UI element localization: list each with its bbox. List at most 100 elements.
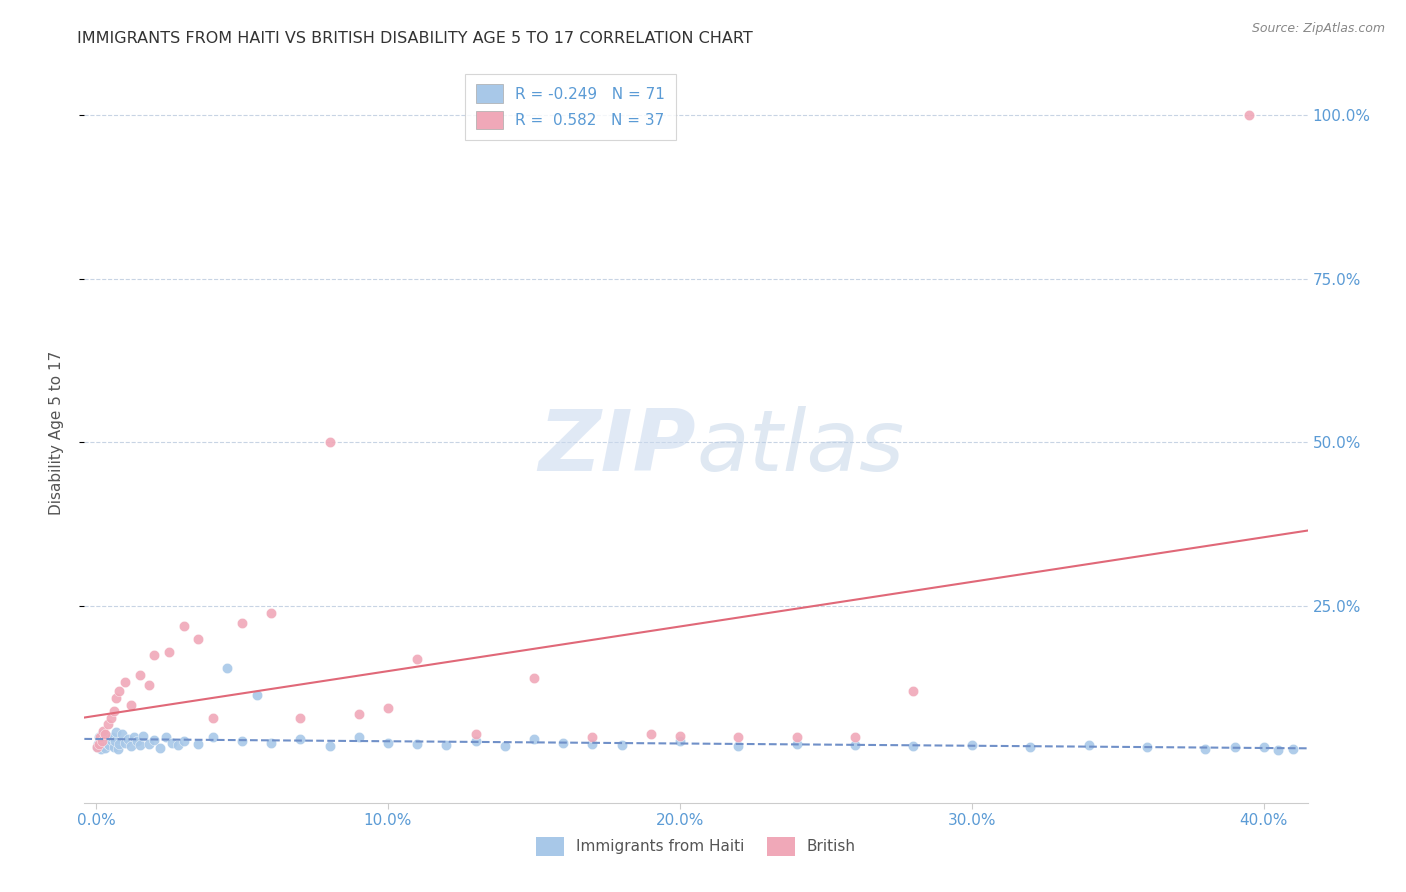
Point — [138, 678, 160, 692]
Point — [553, 735, 575, 749]
Point — [406, 651, 429, 665]
Point — [128, 738, 150, 752]
Point — [377, 735, 399, 749]
Point — [434, 738, 457, 752]
Point — [786, 731, 808, 745]
Point — [157, 645, 180, 659]
Point — [89, 733, 111, 747]
Point — [91, 735, 114, 749]
Text: IMMIGRANTS FROM HAITI VS BRITISH DISABILITY AGE 5 TO 17 CORRELATION CHART: IMMIGRANTS FROM HAITI VS BRITISH DISABIL… — [77, 31, 754, 46]
Point — [105, 725, 128, 739]
Point — [108, 737, 131, 751]
Point — [727, 731, 749, 745]
Point — [1253, 740, 1275, 755]
Point — [111, 727, 134, 741]
Point — [87, 737, 110, 751]
Text: atlas: atlas — [696, 406, 904, 489]
Point — [94, 740, 117, 755]
Point — [1019, 740, 1042, 755]
Point — [97, 717, 120, 731]
Point — [217, 661, 239, 675]
Point — [91, 739, 114, 754]
Point — [290, 731, 312, 746]
Point — [523, 671, 546, 685]
Point — [464, 727, 486, 741]
Point — [107, 742, 129, 756]
Text: Source: ZipAtlas.com: Source: ZipAtlas.com — [1251, 22, 1385, 36]
Point — [104, 734, 127, 748]
Point — [187, 632, 209, 646]
Point — [494, 739, 516, 754]
Point — [844, 738, 866, 752]
Point — [318, 435, 340, 450]
Point — [114, 735, 136, 749]
Point — [93, 731, 115, 746]
Point — [1340, 743, 1362, 757]
Point — [94, 727, 117, 741]
Point — [260, 606, 283, 620]
Point — [117, 731, 139, 746]
Point — [96, 729, 118, 743]
Point — [960, 738, 983, 752]
Point — [98, 738, 121, 752]
Point — [143, 732, 166, 747]
Point — [1194, 742, 1216, 756]
Point — [669, 729, 692, 743]
Point — [120, 698, 142, 712]
Point — [90, 733, 112, 747]
Point — [1237, 108, 1260, 122]
Point — [1077, 738, 1099, 752]
Point — [318, 739, 340, 754]
Point — [114, 674, 136, 689]
Point — [903, 684, 925, 698]
Point — [149, 740, 172, 755]
Point — [173, 619, 195, 633]
Point — [87, 731, 110, 745]
Point — [90, 742, 112, 756]
Point — [201, 711, 224, 725]
Point — [87, 737, 110, 751]
Point — [406, 737, 429, 751]
Point — [581, 737, 603, 751]
Point — [128, 668, 150, 682]
Point — [1369, 743, 1392, 757]
Point — [155, 731, 177, 745]
Point — [640, 727, 662, 741]
Point — [347, 707, 370, 722]
Point — [844, 731, 866, 745]
Point — [581, 731, 603, 745]
Point — [260, 735, 283, 749]
Y-axis label: Disability Age 5 to 17: Disability Age 5 to 17 — [49, 351, 63, 515]
Point — [103, 704, 125, 718]
Point — [125, 734, 148, 748]
Point — [1282, 742, 1305, 756]
Point — [669, 734, 692, 748]
Point — [231, 615, 253, 630]
Point — [120, 739, 142, 754]
Point — [86, 740, 108, 755]
Point — [89, 731, 111, 745]
Point — [727, 739, 749, 754]
Point — [903, 739, 925, 754]
Point — [100, 711, 122, 725]
Point — [105, 690, 128, 705]
Point — [160, 735, 183, 749]
Point — [132, 729, 155, 743]
Point — [377, 700, 399, 714]
Point — [786, 737, 808, 751]
Point — [91, 723, 114, 738]
Point — [100, 732, 122, 747]
Point — [1267, 743, 1289, 757]
Point — [201, 731, 224, 745]
Point — [101, 731, 124, 745]
Point — [103, 740, 125, 755]
Point — [1223, 740, 1246, 755]
Point — [108, 684, 131, 698]
Point — [231, 733, 253, 747]
Point — [290, 711, 312, 725]
Point — [89, 738, 111, 752]
Point — [138, 737, 160, 751]
Point — [1136, 740, 1159, 755]
Point — [523, 731, 546, 746]
Point — [610, 738, 633, 752]
